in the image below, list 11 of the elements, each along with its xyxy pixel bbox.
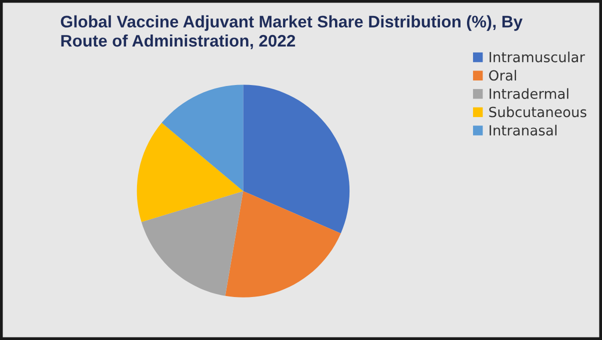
legend-label: Intranasal [490,124,556,136]
pie-slice [141,191,244,296]
legend-label: Subcutaneous [489,106,586,118]
pie-slice [162,84,244,192]
pie-slice [225,191,341,298]
legend-label: Intradermal [490,88,568,99]
legend-label: Intramuscular [490,52,585,62]
pie-slice [243,84,350,234]
legend-label: Oral [489,70,516,81]
pie-slice [136,122,244,222]
chart-title: Global Vaccine Adjuvant Market Share Distribution (%), By Route of Administration, 2022 [60,15,523,50]
